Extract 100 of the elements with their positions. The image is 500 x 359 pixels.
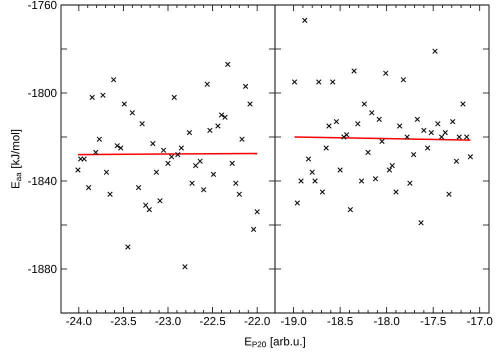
point xyxy=(250,226,256,232)
point xyxy=(400,77,406,83)
point xyxy=(351,68,357,74)
x-tick-label: -23.0 xyxy=(155,317,181,326)
point xyxy=(438,134,444,140)
x-tick-label: -18.0 xyxy=(374,317,400,326)
point xyxy=(200,187,206,193)
point xyxy=(312,178,318,184)
point xyxy=(222,114,228,120)
point xyxy=(139,121,145,127)
point xyxy=(341,134,347,140)
point xyxy=(242,84,248,90)
point xyxy=(114,143,120,149)
point xyxy=(130,110,136,116)
x-tick-label: -24.0 xyxy=(66,317,92,326)
point xyxy=(432,48,438,54)
point xyxy=(362,101,368,107)
x-tick-label: -19.0 xyxy=(281,317,306,326)
point xyxy=(389,162,395,168)
x-tick-label: -17.5 xyxy=(420,317,446,326)
point xyxy=(171,94,178,100)
point xyxy=(355,121,361,127)
point xyxy=(418,220,424,226)
point xyxy=(96,136,102,142)
x-tick-label: -18.5 xyxy=(328,317,353,326)
point xyxy=(236,191,242,197)
y-axis-title: E$_{aa}$ [kJ/mol] xyxy=(10,130,22,188)
point xyxy=(207,128,213,134)
point xyxy=(404,134,410,140)
x-axis-title: E$_{P20}$ [arb.u.] xyxy=(245,337,305,348)
point xyxy=(379,138,385,144)
x-tick-label: -17.0 xyxy=(467,317,492,326)
x-tick-label: -22.5 xyxy=(200,317,226,326)
point xyxy=(348,206,354,212)
point xyxy=(428,130,434,136)
point xyxy=(136,184,142,190)
point xyxy=(157,198,163,204)
point xyxy=(215,123,221,129)
point xyxy=(204,81,210,87)
point xyxy=(150,140,156,146)
point xyxy=(337,167,343,173)
point xyxy=(320,189,326,195)
point xyxy=(302,18,308,24)
point xyxy=(210,172,216,178)
point xyxy=(247,101,253,107)
point xyxy=(414,116,420,122)
point xyxy=(316,79,322,85)
point xyxy=(323,145,329,151)
point xyxy=(421,128,427,134)
point xyxy=(189,180,195,186)
point xyxy=(468,154,474,160)
point xyxy=(344,132,350,138)
point xyxy=(424,145,430,151)
point xyxy=(393,189,399,195)
point xyxy=(182,264,188,270)
point xyxy=(446,191,452,197)
point xyxy=(224,62,231,68)
point xyxy=(372,176,378,182)
point xyxy=(229,160,235,166)
point xyxy=(254,209,260,215)
point xyxy=(75,167,81,173)
point xyxy=(298,178,304,184)
x-tick-label: -23.5 xyxy=(110,317,136,326)
x-tick-label: -22.0 xyxy=(244,317,270,326)
point xyxy=(89,94,95,100)
point xyxy=(396,123,402,129)
point xyxy=(239,136,245,142)
y-tick-label: -1880 xyxy=(28,264,57,274)
point xyxy=(107,191,113,197)
point xyxy=(81,156,87,162)
point xyxy=(330,79,336,85)
point xyxy=(454,158,460,164)
point xyxy=(386,167,392,173)
point xyxy=(376,116,382,122)
point xyxy=(104,169,110,175)
point xyxy=(146,206,152,212)
point xyxy=(358,178,364,184)
y-tick-label: -1800 xyxy=(28,88,57,98)
y-tick-label: -1760 xyxy=(28,0,57,10)
point xyxy=(78,156,84,162)
point xyxy=(460,101,466,107)
point xyxy=(442,130,448,136)
point xyxy=(178,145,184,151)
point xyxy=(369,110,375,116)
point xyxy=(142,202,148,208)
point xyxy=(326,123,332,129)
point xyxy=(125,244,131,250)
point xyxy=(186,130,192,136)
point xyxy=(435,121,441,127)
point xyxy=(233,180,239,186)
point xyxy=(410,152,416,158)
point xyxy=(160,147,166,153)
point xyxy=(294,200,300,206)
point xyxy=(122,101,128,107)
point xyxy=(309,169,315,175)
point xyxy=(118,145,124,151)
point xyxy=(365,150,371,156)
point xyxy=(192,162,198,168)
point xyxy=(86,184,92,190)
point xyxy=(165,160,171,166)
